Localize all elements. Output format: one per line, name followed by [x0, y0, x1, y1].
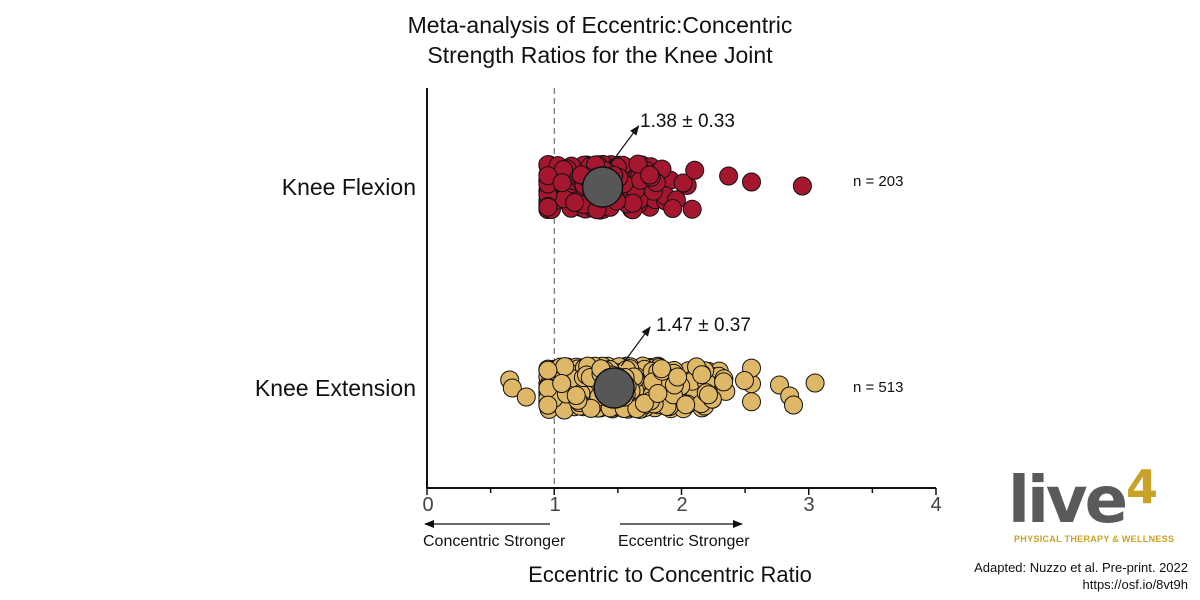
flexion-point-12	[682, 199, 702, 219]
chart-title-line-1: Meta-analysis of Eccentric:Concentric	[407, 12, 793, 38]
extension-point-486	[668, 367, 688, 387]
flexion-point-193	[538, 197, 558, 217]
logo-tagline: PHYSICAL THERAPY & WELLNESS	[1014, 534, 1175, 544]
eccentric-stronger-label: Eccentric Stronger	[618, 533, 750, 550]
extension-point-273	[742, 392, 761, 412]
extension-point-488	[552, 374, 572, 393]
x-tick-label-1: 1	[549, 494, 561, 516]
extension-outlier-point-5	[784, 395, 803, 415]
source-line-1: Adapted: Nuzzo et al. Pre-print. 2022	[974, 560, 1188, 575]
flexion-outlier-point-2	[792, 176, 812, 196]
extension-point-462	[555, 357, 575, 377]
extension-point-503	[699, 385, 718, 405]
live4-logo: live 4 PHYSICAL THERAPY & WELLNESS	[1008, 460, 1174, 550]
extension-point-501	[648, 384, 668, 403]
flexion-point-182	[623, 193, 643, 213]
x-axis-label: Eccentric to Concentric Ratio	[528, 562, 812, 587]
concentric-stronger-label: Concentric Stronger	[423, 533, 566, 550]
flexion-point-199	[552, 173, 572, 193]
flexion-point-202	[640, 165, 660, 185]
chart-title-line-2: Strength Ratios for the Knee Joint	[427, 42, 773, 68]
flexion-point-196	[685, 160, 705, 180]
extension-mean-marker	[593, 367, 635, 409]
extension-outlier-point-2	[516, 387, 536, 407]
x-tick-label-0: 0	[422, 494, 434, 516]
flexion-point-143	[673, 173, 693, 193]
flexion-annotation-arrow	[609, 125, 640, 166]
flexion-point-134	[663, 199, 683, 218]
x-tick-label-4: 4	[930, 494, 942, 516]
flexion-outlier-point-0	[719, 166, 739, 186]
extension-point-389	[735, 371, 754, 390]
logo-superscript: 4	[1126, 460, 1159, 514]
extension-outlier-point-6	[805, 373, 825, 393]
flexion-outlier-point-1	[742, 172, 761, 192]
flexion-point-200	[565, 193, 585, 212]
flexion-mean-marker	[581, 166, 624, 208]
extension-point-490	[714, 372, 734, 392]
extension-point-495	[692, 365, 712, 385]
extension-point-498	[634, 393, 654, 413]
x-tick-label-3: 3	[803, 494, 815, 516]
flexion-point-192	[628, 154, 648, 174]
flexion-n-label: n = 203	[853, 173, 904, 190]
extension-point-511	[566, 386, 586, 405]
extension-stat-label: 1.47 ± 0.37	[656, 315, 751, 336]
extension-annotation-arrow	[620, 326, 651, 367]
source-line-2: https://osf.io/8vt9h	[1082, 577, 1188, 592]
extension-outlier-point-1	[502, 378, 522, 398]
extension-point-492	[652, 359, 671, 379]
extension-point-505	[538, 395, 558, 415]
logo-wordmark: live	[1008, 464, 1128, 538]
extension-point-508	[538, 360, 558, 380]
category-label-knee-flexion: Knee Flexion	[281, 174, 416, 200]
extension-point-497	[676, 395, 696, 415]
x-tick-label-2: 2	[676, 494, 688, 516]
flexion-stat-label: 1.38 ± 0.33	[640, 111, 735, 132]
extension-n-label: n = 513	[853, 379, 904, 396]
category-label-knee-extension: Knee Extension	[254, 375, 416, 401]
